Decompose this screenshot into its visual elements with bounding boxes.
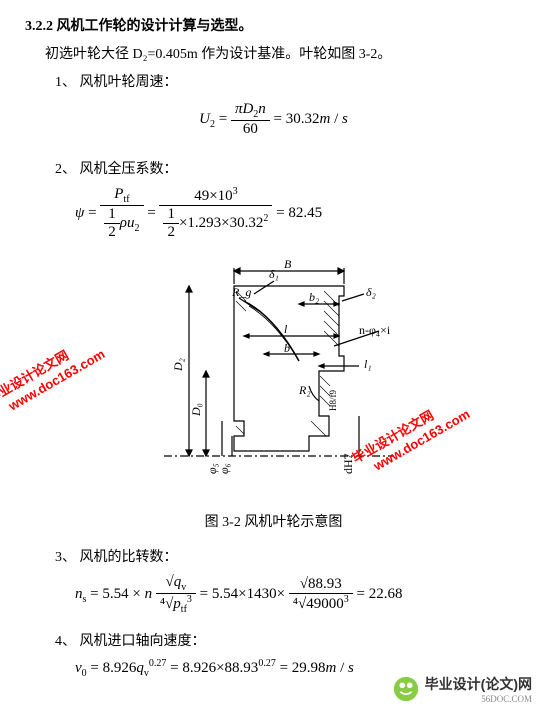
figure-caption: 图 3-2 风机叶轮示意图 [25, 511, 522, 531]
label-b2: b₂ [309, 290, 319, 304]
intro-text: 初选叶轮大径 D₂=0.405m 作为设计基准。叶轮如图 3-2。 [45, 43, 522, 63]
footer-sub: 56DOC.COM [425, 694, 532, 704]
label-R2: R₂ [298, 383, 311, 397]
label-Rg: R_g [231, 285, 251, 299]
label-dH7: dH7 [341, 453, 355, 474]
footer-logo-icon [392, 675, 420, 703]
footer-main: 毕业设计(论文)网 [425, 676, 532, 692]
label-b: b [284, 341, 290, 355]
equation-1: U2 = πD2n60 = 30.32m / s [25, 101, 522, 138]
item-4: 4、 风机进口轴向速度： [55, 630, 522, 650]
item-2: 2、 风机全压系数： [55, 158, 522, 178]
item-3: 3、 风机的比转数： [55, 546, 522, 566]
label-nphi: n-φ₄×i [359, 323, 391, 337]
label-phi6: φ₆ [217, 463, 231, 474]
label-d2: δ₂ [366, 285, 376, 299]
label-d1: δ₁ [269, 267, 279, 281]
item-1: 1、 风机叶轮周速： [55, 71, 522, 91]
label-B: B [284, 257, 292, 271]
label-H8f9: H8/f9 [328, 390, 338, 411]
figure-3-2: B b₂ δ₁ δ₂ l b l₁ n-φ₄×i D₂ D₀ R_g R₂ φ₅… [25, 256, 522, 496]
equation-3: ns = 5.54 × n √qv⁴√ptf3 = 5.54×1430× √88… [75, 574, 522, 615]
equation-2: ψ = Ptf 12ρu2 = 49×103 12×1.293×30.322 =… [75, 186, 522, 241]
label-D2: D₂ [171, 358, 185, 372]
section-title: 3.2.2 风机工作轮的设计计算与选型。 [25, 15, 522, 35]
footer: 毕业设计(论文)网 56DOC.COM [392, 674, 532, 704]
label-l1: l₁ [364, 357, 372, 371]
label-D0: D₀ [189, 403, 203, 417]
